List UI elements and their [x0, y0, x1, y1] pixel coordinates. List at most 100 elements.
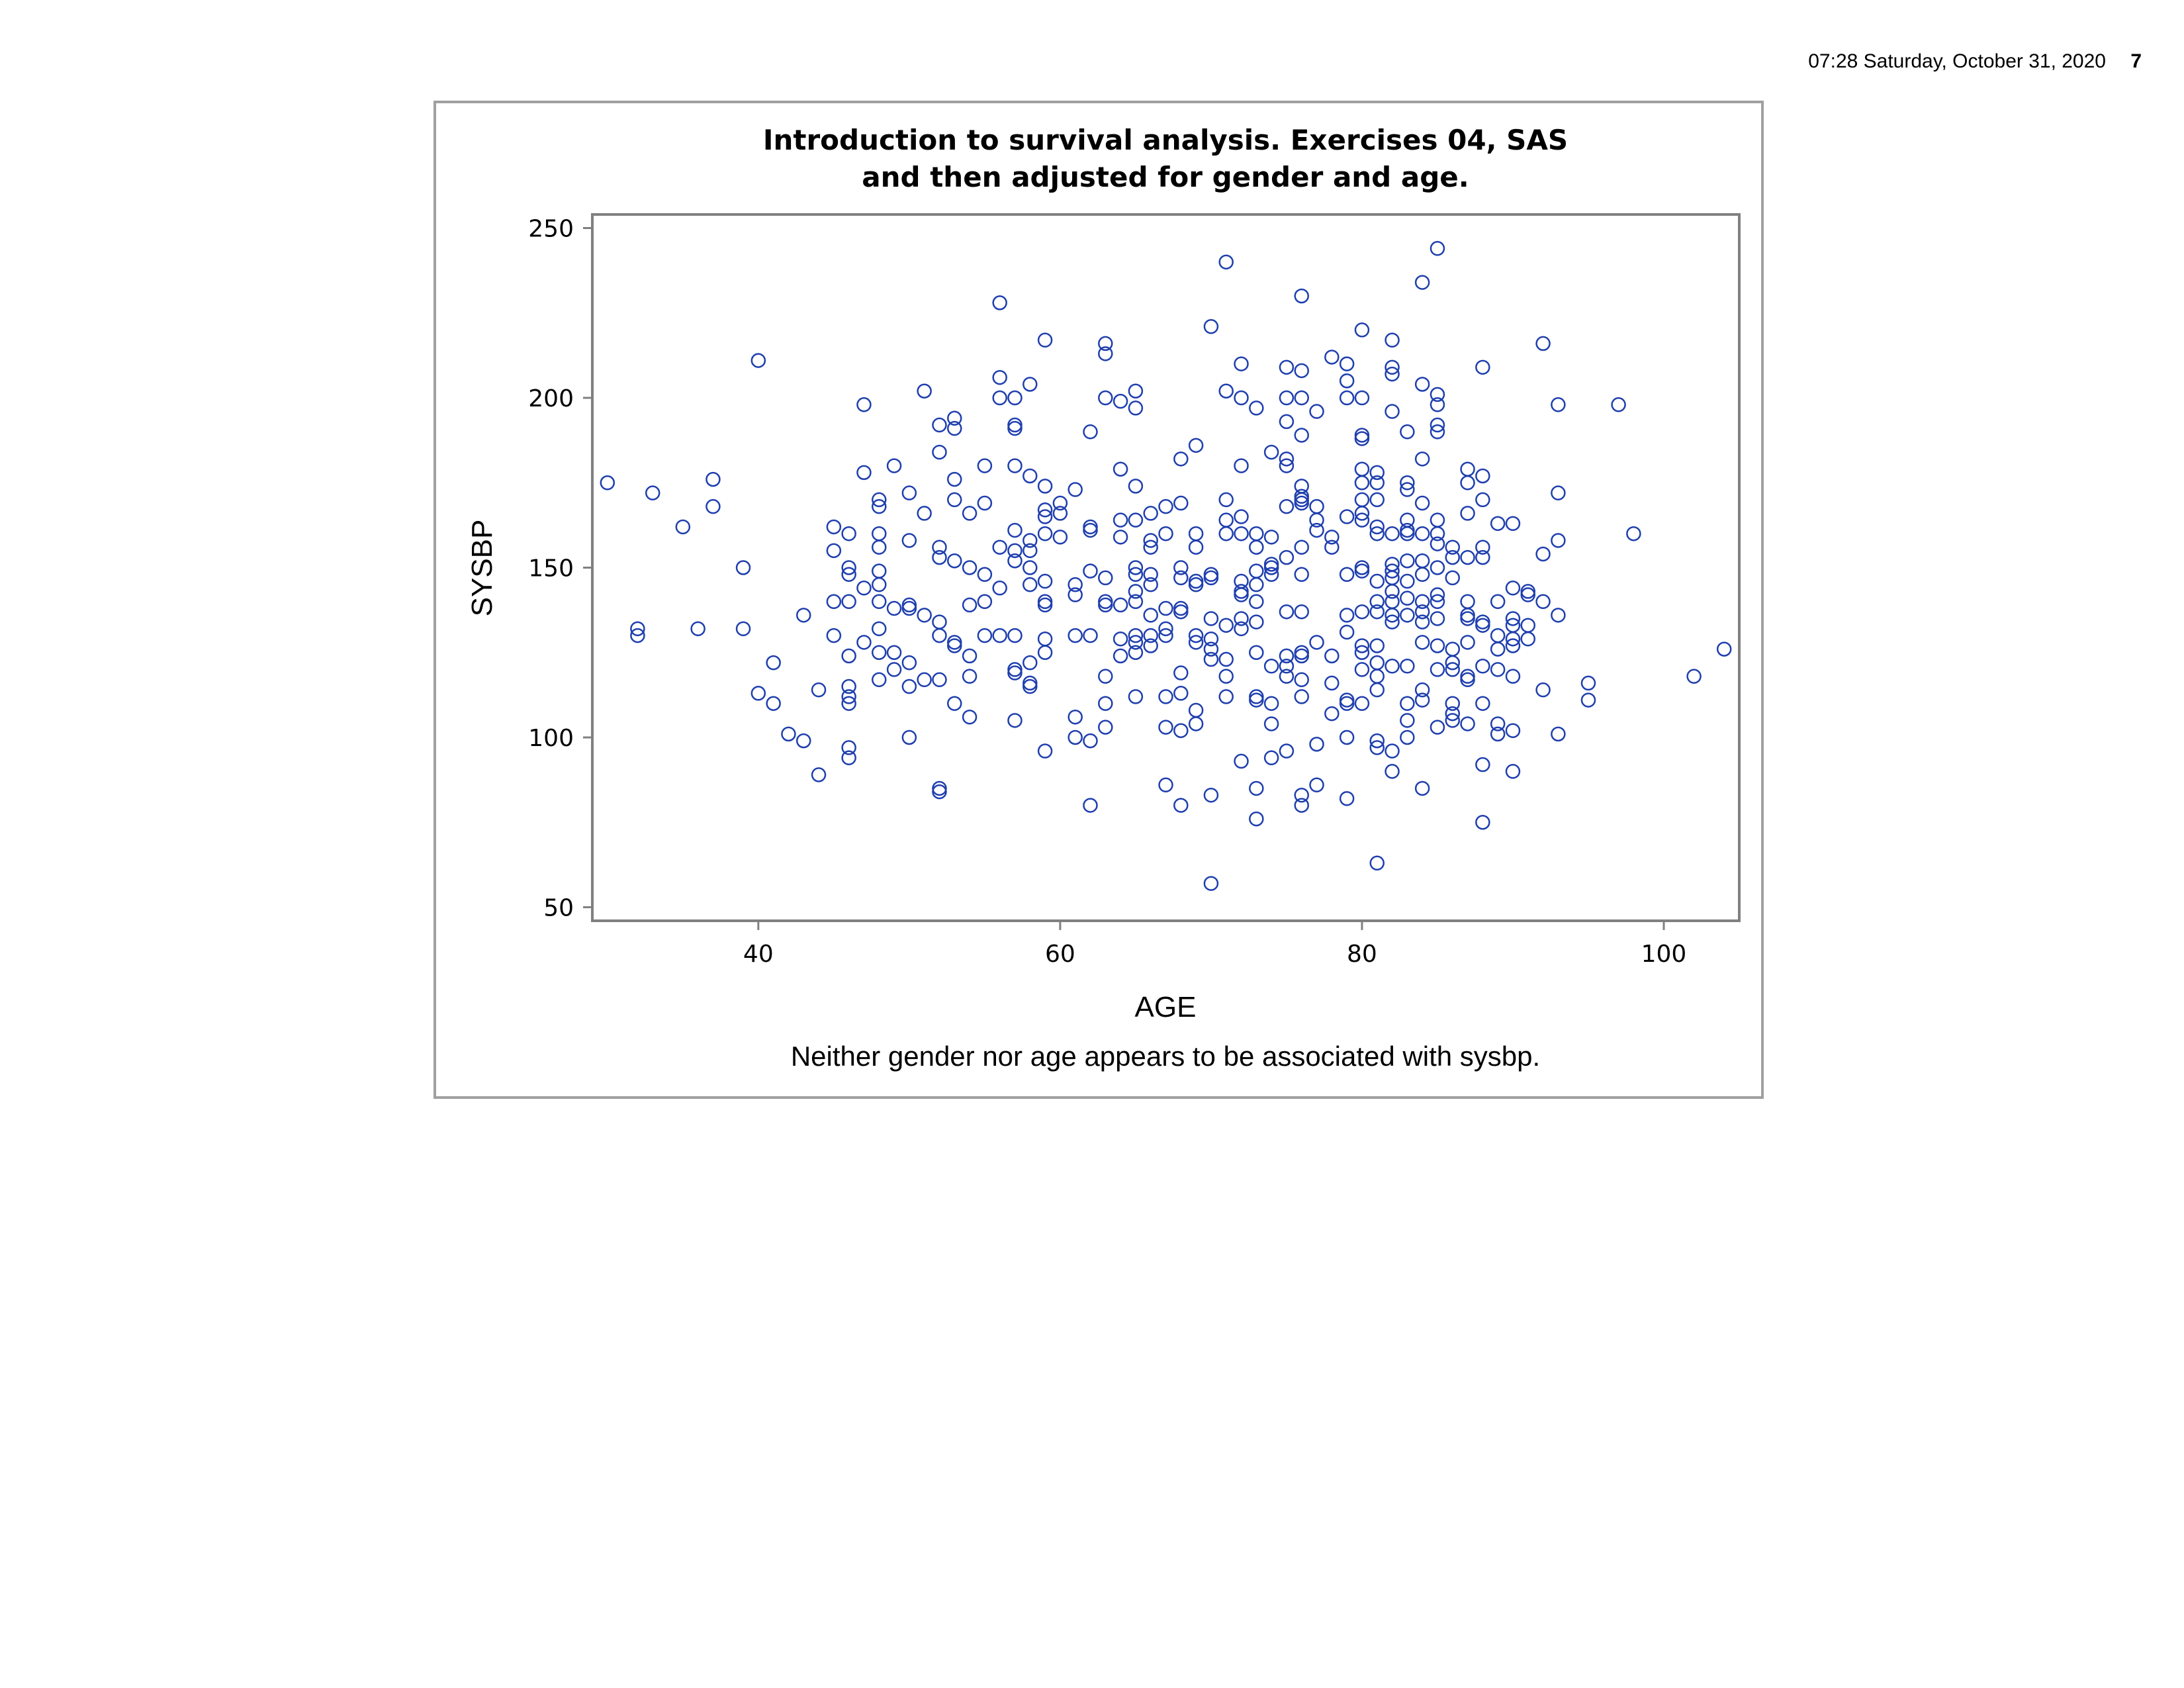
data-point — [1430, 638, 1445, 653]
y-tick-label: 250 — [528, 216, 574, 243]
data-point — [1023, 377, 1038, 392]
data-point — [901, 485, 917, 500]
data-point — [947, 635, 962, 650]
data-point — [1249, 692, 1264, 708]
data-point — [1354, 512, 1370, 528]
data-point — [1294, 648, 1309, 664]
data-point — [901, 729, 917, 745]
data-point — [1294, 604, 1309, 620]
data-point — [1068, 729, 1083, 745]
data-point — [932, 784, 947, 800]
data-point — [917, 672, 932, 688]
data-point — [1023, 533, 1038, 548]
data-point — [1263, 560, 1279, 575]
data-point — [1385, 563, 1400, 579]
data-point — [766, 696, 781, 711]
data-point — [1098, 570, 1113, 586]
data-point — [1354, 604, 1370, 620]
data-point — [932, 614, 947, 630]
data-point — [1324, 530, 1340, 545]
data-point — [1173, 665, 1189, 680]
data-point — [1490, 594, 1506, 610]
data-point — [1460, 635, 1475, 650]
data-point — [1037, 631, 1053, 647]
data-point — [1113, 530, 1128, 545]
data-point — [1339, 390, 1355, 406]
data-point — [1203, 876, 1219, 891]
data-point — [1143, 638, 1158, 653]
data-point — [1551, 397, 1566, 412]
page-header: 07:28 Saturday, October 31, 2020 7 — [0, 50, 2184, 77]
data-point — [872, 577, 887, 592]
data-point — [1294, 798, 1309, 813]
data-point — [1445, 713, 1460, 728]
data-point — [1324, 706, 1340, 722]
data-point — [1203, 641, 1219, 657]
data-point — [1430, 397, 1445, 412]
data-point — [1294, 672, 1309, 688]
data-point — [1551, 608, 1566, 623]
data-point — [992, 390, 1007, 406]
x-tick-label: 80 — [1347, 941, 1377, 968]
data-point — [1052, 495, 1068, 511]
data-point — [1158, 628, 1173, 643]
data-point — [1249, 577, 1264, 592]
data-point — [1113, 461, 1128, 477]
data-point — [1414, 692, 1430, 708]
data-point — [1309, 522, 1324, 538]
data-point — [1113, 393, 1128, 409]
data-point — [977, 594, 993, 610]
data-point — [992, 581, 1007, 596]
data-point — [1400, 713, 1415, 728]
data-point — [1128, 512, 1144, 528]
data-point — [1279, 669, 1295, 684]
data-point — [1369, 492, 1385, 508]
data-point — [1068, 628, 1083, 643]
data-point — [1369, 855, 1385, 871]
data-point — [977, 567, 993, 583]
data-point — [1551, 533, 1566, 548]
data-point — [675, 519, 691, 535]
data-point — [1400, 729, 1415, 745]
data-point — [1369, 604, 1385, 620]
data-point — [1234, 390, 1249, 406]
data-point — [1354, 492, 1370, 508]
data-point — [826, 543, 842, 559]
data-point — [977, 628, 993, 643]
data-point — [1263, 530, 1279, 545]
data-point — [630, 628, 645, 643]
data-point — [1279, 414, 1295, 430]
data-point — [1128, 584, 1144, 599]
data-point — [1385, 659, 1400, 674]
data-point — [1385, 594, 1400, 610]
data-point — [826, 594, 842, 610]
data-point — [1414, 780, 1430, 796]
data-point — [992, 628, 1007, 643]
data-point — [962, 597, 978, 613]
data-point — [1475, 696, 1490, 711]
data-point — [947, 410, 962, 426]
data-point — [1400, 526, 1415, 541]
data-point — [977, 495, 993, 511]
data-point — [1354, 475, 1370, 491]
data-point — [1294, 495, 1309, 511]
y-axis-label: SYSBP — [466, 520, 498, 617]
data-point — [1369, 526, 1385, 541]
data-point — [1430, 594, 1445, 610]
data-point — [1430, 526, 1445, 541]
axes: 40 60 80 100 50 100 150 200 250 — [528, 216, 1686, 968]
data-point — [841, 750, 856, 766]
data-point — [947, 638, 962, 653]
data-point — [1475, 492, 1490, 508]
data-point — [1339, 509, 1355, 524]
data-point — [1143, 628, 1158, 643]
data-point — [1369, 733, 1385, 749]
data-point — [1369, 465, 1385, 481]
data-point — [1414, 604, 1430, 620]
data-point — [1068, 577, 1083, 592]
data-point — [917, 608, 932, 623]
chart-footnote: Neither gender nor age appears to be ass… — [791, 1041, 1540, 1072]
data-point — [886, 458, 902, 473]
data-point — [872, 539, 887, 555]
data-point — [1294, 567, 1309, 583]
